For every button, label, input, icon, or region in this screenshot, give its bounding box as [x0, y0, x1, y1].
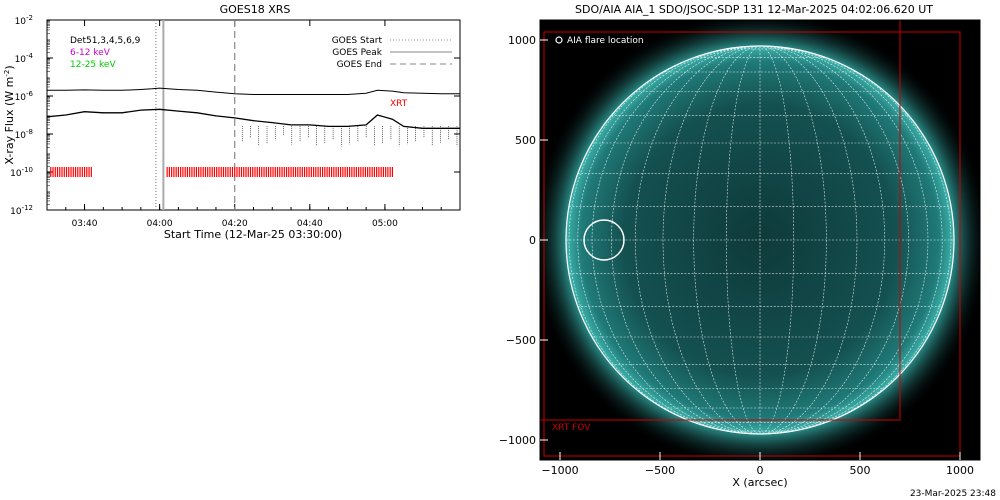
x-tick-label-1: 04:00 — [147, 219, 173, 229]
goes-axis-ticks: 03:40 04:00 04:20 04:40 05:00 10-12 10-10 10-8 1… — [10, 14, 461, 229]
longitude-line — [635, 45, 761, 435]
longitude-line — [591, 45, 761, 435]
legend-12-25kev-text: 12-25 keV — [70, 60, 116, 70]
y-tick-label-5: 10-2 — [15, 14, 33, 27]
y-tick-label-3: 10-6 — [15, 90, 34, 103]
longitude-line — [759, 45, 952, 435]
x-tick-label-0: 03:40 — [72, 219, 98, 229]
goes-ylabel: X-ray Flux (W m-2) — [3, 65, 16, 164]
flare-legend-text: AIA flare location — [567, 36, 644, 46]
longitude-line — [759, 45, 885, 435]
y-tick-label-4: 10-4 — [15, 52, 34, 65]
longitude-line — [759, 45, 794, 435]
y-tick-label-1: 10-10 — [10, 166, 33, 179]
legend-goes-start: GOES Start — [332, 36, 383, 46]
longitude-line — [759, 45, 929, 435]
longitude-line — [759, 45, 858, 435]
longitude-line — [759, 45, 909, 435]
aia-title: SDO/AIA AIA_1 SDO/JSOC-SDP 131 12-Mar-20… — [575, 3, 933, 16]
aia-y-tick-label-3: 500 — [515, 134, 536, 147]
heliographic-grid — [566, 45, 954, 435]
longitude-line — [759, 45, 943, 435]
aia-xlabel: X (arcsec) — [732, 476, 787, 489]
legend-6-12kev-text: 6-12 keV — [70, 48, 111, 58]
goes-xlabel: Start Time (12-Mar-25 03:30:00) — [164, 228, 342, 241]
series-12-25-kev — [46, 108, 460, 129]
x-tick-label-3: 04:40 — [297, 219, 323, 229]
legend-goes-peak: GOES Peak — [332, 48, 382, 58]
aia-x-tick-label-3: 500 — [850, 464, 871, 477]
xrt-coverage-bars — [50, 167, 394, 177]
longitude-line — [662, 45, 761, 435]
aia-y-tick-label-1: −500 — [506, 334, 536, 347]
y-tick-label-2: 10-8 — [15, 128, 33, 141]
y-tick-label-0: 10-12 — [10, 204, 33, 217]
xrt-label: XRT — [390, 99, 408, 109]
render-timestamp: 23-Mar-2025 23:48 — [910, 489, 996, 499]
aia-x-tick-label-0: −1000 — [541, 464, 578, 477]
xrt-fov-label: XRT FOV — [552, 423, 591, 433]
goes-series-group — [46, 87, 460, 147]
sun-limb — [565, 45, 955, 435]
legend-goes-end: GOES End — [337, 60, 382, 70]
aia-x-tick-label-4: 1000 — [946, 464, 974, 477]
longitude-line — [726, 45, 761, 435]
legend-detector-text: Det51,3,4,5,6,9 — [70, 36, 141, 46]
longitude-line — [693, 45, 761, 435]
x-tick-label-4: 05:00 — [372, 219, 398, 229]
flare-location-marker — [583, 219, 625, 261]
series-6-12-kev — [47, 87, 460, 95]
goes-event-markers — [155, 20, 236, 210]
goes-chart-title: GOES18 XRS — [220, 3, 291, 16]
xrt-fov-outline — [543, 31, 961, 457]
longitude-line — [577, 45, 761, 435]
longitude-line — [759, 45, 827, 435]
x-tick-label-2: 04:20 — [222, 219, 248, 229]
longitude-line — [568, 45, 761, 435]
aia-x-tick-label-2: 0 — [757, 464, 764, 477]
aia-y-tick-label-2: 0 — [529, 234, 536, 247]
flare-legend-icon — [555, 36, 563, 44]
longitude-line — [611, 45, 761, 435]
aia-axis-ticks: −1000 −500 0 500 1000 −1000 −500 0 500 1000 — [499, 34, 974, 477]
aia-y-tick-label-0: −1000 — [499, 434, 536, 447]
aia-x-tick-label-1: −500 — [645, 464, 675, 477]
aia-y-tick-label-4: 1000 — [508, 34, 536, 47]
